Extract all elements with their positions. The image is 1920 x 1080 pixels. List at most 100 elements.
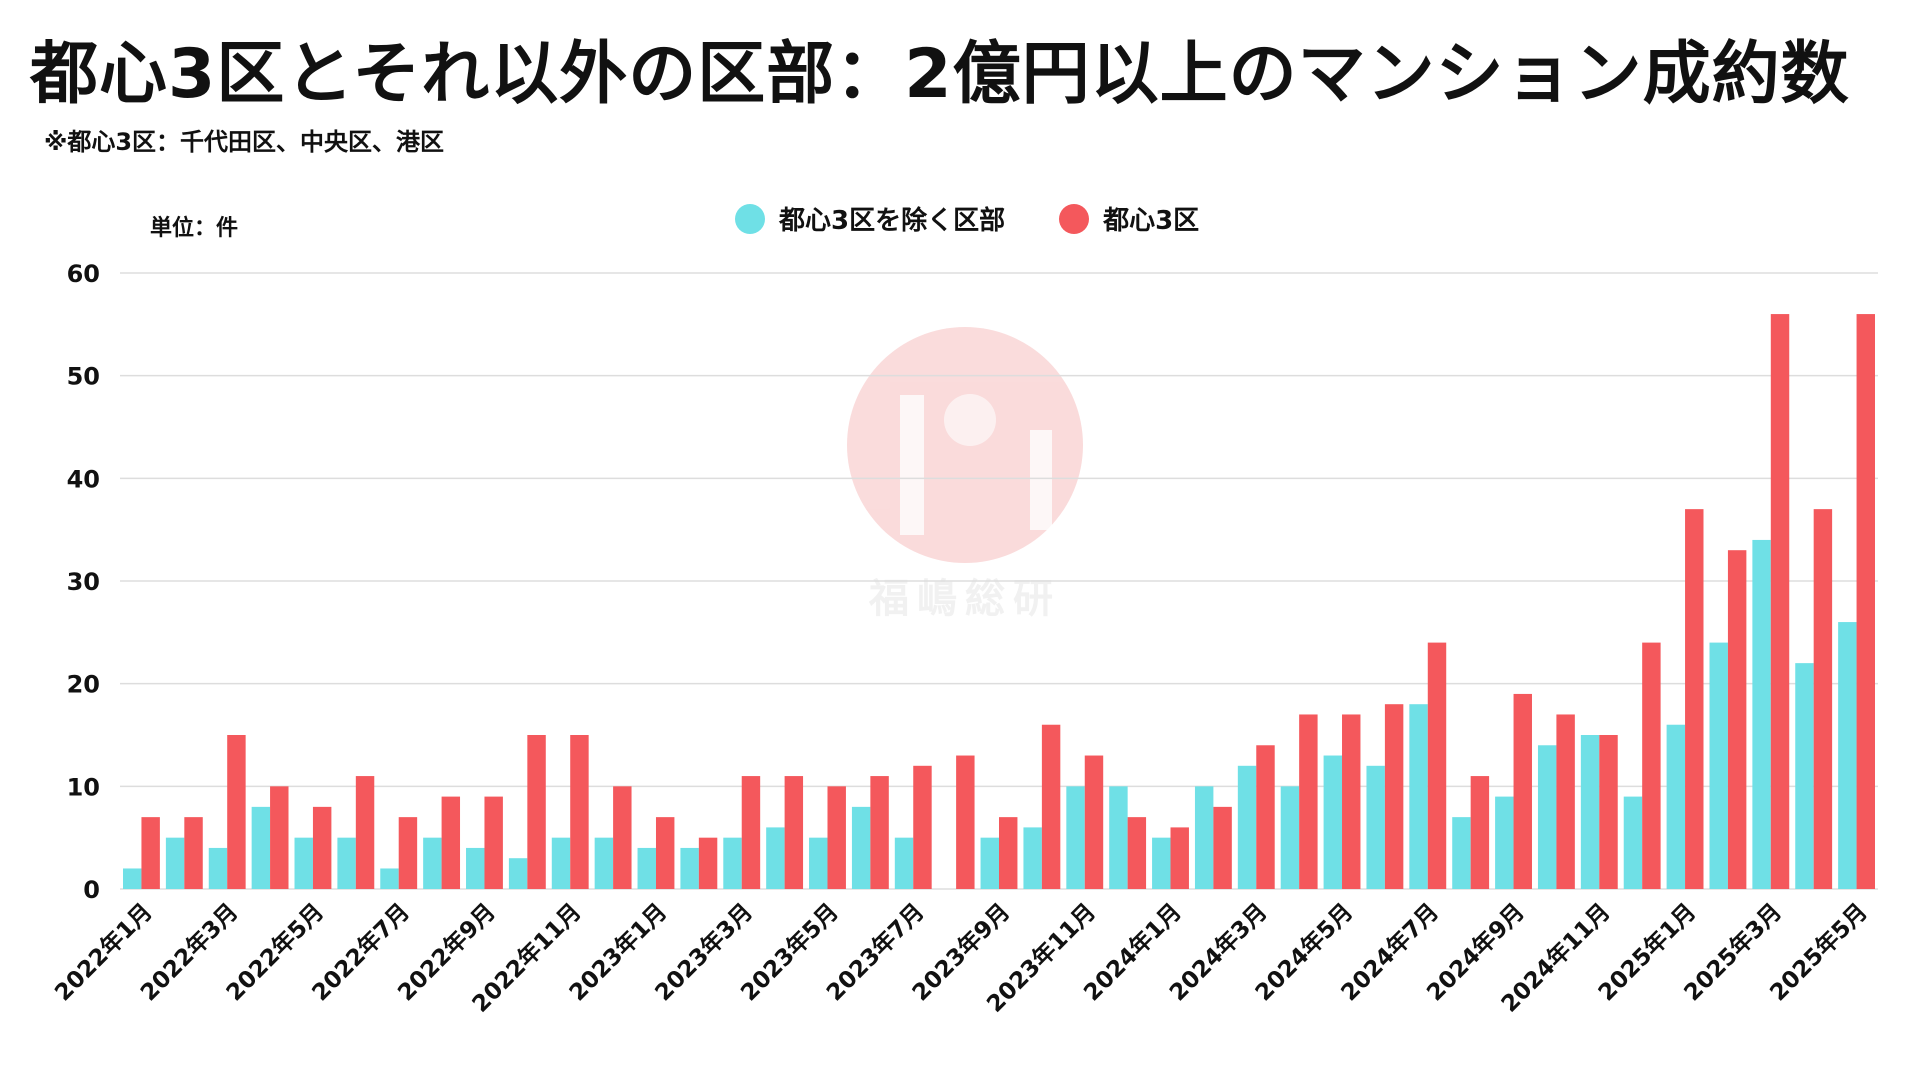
unit-label: 単位：件 bbox=[150, 216, 239, 241]
y-tick-label: 40 bbox=[67, 465, 100, 493]
bar-outer-wards bbox=[1323, 755, 1343, 889]
bar-central-3-wards bbox=[1513, 693, 1532, 889]
bar-outer-wards bbox=[723, 837, 742, 889]
bar-outer-wards bbox=[894, 837, 914, 889]
bar-outer-wards bbox=[1066, 786, 1085, 889]
bar-central-3-wards bbox=[1384, 704, 1404, 889]
bar-central-3-wards bbox=[655, 817, 675, 889]
y-tick-label: 30 bbox=[67, 568, 100, 596]
y-tick-label: 50 bbox=[67, 363, 100, 391]
watermark-logo: 福嶋総研 bbox=[847, 327, 1083, 622]
legend-label-central: 都心3区 bbox=[1103, 206, 1200, 236]
legend-label-outer: 都心3区を除く区部 bbox=[779, 206, 1006, 236]
bar-outer-wards bbox=[1452, 817, 1471, 889]
bar-central-3-wards bbox=[441, 796, 461, 889]
bar-outer-wards bbox=[123, 868, 142, 889]
legend-item-central: 都心3区 bbox=[1059, 200, 1199, 237]
bar-central-3-wards bbox=[1599, 735, 1618, 889]
y-axis: 0 10 20 30 40 50 60 bbox=[67, 260, 100, 904]
bar-outer-wards bbox=[294, 837, 313, 889]
bar-outer-wards bbox=[1709, 642, 1728, 889]
bar-outer-wards bbox=[251, 806, 271, 889]
bar-outer-wards bbox=[165, 837, 185, 889]
watermark-head bbox=[944, 394, 996, 446]
y-tick-label: 0 bbox=[83, 876, 100, 904]
bar-central-3-wards bbox=[398, 817, 418, 889]
bar-outer-wards bbox=[1795, 663, 1814, 889]
x-axis: 2022年1月2022年3月2022年5月2022年7月2022年9月2022年… bbox=[49, 898, 1872, 1018]
bar-central-3-wards bbox=[999, 817, 1018, 889]
bar-central-3-wards bbox=[1856, 314, 1875, 889]
bar-outer-wards bbox=[980, 837, 999, 889]
bar-central-3-wards bbox=[956, 755, 975, 889]
bar-outer-wards bbox=[208, 847, 228, 889]
bar-outer-wards bbox=[466, 847, 485, 889]
bar-central-3-wards bbox=[1127, 817, 1147, 889]
bar-central-3-wards bbox=[1256, 745, 1275, 889]
bar-central-3-wards bbox=[527, 735, 546, 889]
bar-outer-wards bbox=[1194, 786, 1214, 889]
bar-outer-wards bbox=[809, 837, 828, 889]
bar-outer-wards bbox=[594, 837, 614, 889]
bar-central-3-wards bbox=[1813, 509, 1833, 889]
y-tick-label: 10 bbox=[67, 773, 100, 801]
bar-central-3-wards bbox=[1727, 550, 1747, 889]
bar-outer-wards bbox=[1152, 837, 1171, 889]
bar-central-3-wards bbox=[1342, 714, 1361, 889]
bar-outer-wards bbox=[508, 858, 528, 889]
bar-central-3-wards bbox=[1470, 776, 1490, 889]
legend-item-outer: 都心3区を除く区部 bbox=[735, 200, 1005, 237]
chart-title: 都心3区とそれ以外の区部：2億円以上のマンション成約数 bbox=[30, 35, 1850, 114]
bar-outer-wards bbox=[1366, 765, 1385, 889]
bar-central-3-wards bbox=[784, 776, 804, 889]
bar-outer-wards bbox=[1838, 622, 1857, 889]
bar-outer-wards bbox=[551, 837, 571, 889]
legend-swatch-outer bbox=[735, 203, 765, 234]
watermark-building-right bbox=[1030, 430, 1052, 530]
watermark-circle bbox=[847, 327, 1083, 563]
y-tick-label: 20 bbox=[67, 671, 100, 699]
bar-outer-wards bbox=[1623, 796, 1643, 889]
bar-central-3-wards bbox=[1642, 642, 1661, 889]
legend: 都心3区を除く区部 都心3区 bbox=[735, 200, 1253, 237]
bar-central-3-wards bbox=[484, 796, 503, 889]
chart-subtitle: ※都心3区：千代田区、中央区、港区 bbox=[44, 128, 445, 156]
bar-central-3-wards bbox=[698, 837, 718, 889]
bar-outer-wards bbox=[637, 847, 656, 889]
bar-central-3-wards bbox=[1427, 642, 1447, 889]
bar-central-3-wards bbox=[312, 806, 332, 889]
watermark-building-left bbox=[900, 395, 924, 535]
bar-central-3-wards bbox=[1084, 755, 1104, 889]
bars-layer bbox=[123, 314, 1875, 889]
bar-central-3-wards bbox=[570, 735, 589, 889]
bar-central-3-wards bbox=[141, 817, 160, 889]
bar-outer-wards bbox=[680, 847, 699, 889]
bar-central-3-wards bbox=[870, 776, 889, 889]
legend-swatch-central bbox=[1059, 203, 1090, 234]
bar-outer-wards bbox=[423, 837, 442, 889]
bar-central-3-wards bbox=[741, 776, 761, 889]
watermark-text: 福嶋総研 bbox=[868, 576, 1061, 622]
bar-central-3-wards bbox=[270, 786, 289, 889]
bar-central-3-wards bbox=[1299, 714, 1318, 889]
bar-central-3-wards bbox=[1213, 806, 1232, 889]
bar-central-3-wards bbox=[913, 765, 932, 889]
bar-outer-wards bbox=[1752, 539, 1771, 889]
bar-outer-wards bbox=[1537, 745, 1557, 889]
bar-outer-wards bbox=[1109, 786, 1128, 889]
bar-outer-wards bbox=[1023, 827, 1042, 889]
bar-central-3-wards bbox=[613, 786, 632, 889]
bar-outer-wards bbox=[1495, 796, 1514, 889]
bar-outer-wards bbox=[1280, 786, 1300, 889]
bar-outer-wards bbox=[337, 837, 356, 889]
bar-outer-wards bbox=[380, 868, 399, 889]
bar-outer-wards bbox=[1580, 735, 1600, 889]
bar-central-3-wards bbox=[227, 735, 246, 889]
bar-outer-wards bbox=[1237, 765, 1257, 889]
bar-central-3-wards bbox=[355, 776, 375, 889]
bar-central-3-wards bbox=[184, 817, 203, 889]
bar-central-3-wards bbox=[1556, 714, 1575, 889]
bar-outer-wards bbox=[851, 806, 871, 889]
bar-central-3-wards bbox=[1041, 724, 1061, 889]
